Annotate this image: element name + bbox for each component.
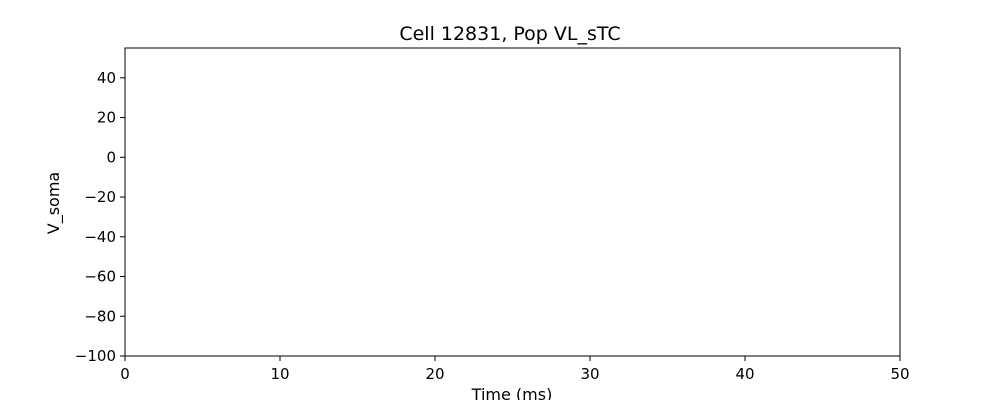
y-axis-label: V_soma: [44, 172, 64, 234]
y-tick-label: 40: [97, 69, 116, 87]
x-tick-label: 30: [580, 365, 599, 383]
x-tick-label: 20: [425, 365, 444, 383]
y-tick-label: 0: [106, 148, 116, 166]
plot-area: [124, 47, 901, 357]
y-tick-label: −80: [84, 307, 116, 325]
y-tick-label: −100: [75, 347, 116, 365]
y-axis: −100 −80 −60 −40 −20 0 20 40: [75, 69, 125, 365]
x-tick-label: 10: [270, 365, 289, 383]
y-tick-label: 20: [97, 109, 116, 127]
x-tick-label: 50: [890, 365, 909, 383]
y-tick-label: −20: [84, 188, 116, 206]
chart-title: Cell 12831, Pop VL_sTC: [399, 23, 620, 45]
x-tick-label: 0: [120, 365, 130, 383]
x-axis-label: Time (ms): [471, 385, 553, 400]
x-axis: 0 10 20 30 40 50: [120, 356, 910, 383]
x-tick-label: 40: [735, 365, 754, 383]
y-tick-label: −60: [84, 268, 116, 286]
y-tick-label: −40: [84, 228, 116, 246]
